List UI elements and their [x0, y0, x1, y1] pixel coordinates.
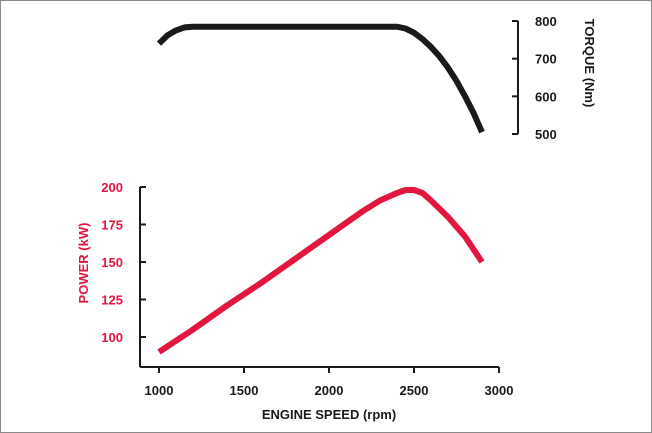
- power-y-tick-label: 150: [101, 255, 123, 270]
- torque-y-tick-label: 500: [535, 127, 557, 142]
- torque-series-line: [156, 23, 485, 134]
- power-axis-title: POWER (kW): [76, 223, 91, 304]
- torque-y-tick-label: 800: [535, 14, 557, 29]
- x-tick-label: 2000: [315, 383, 344, 398]
- x-tick-label: 1500: [230, 383, 259, 398]
- power-y-tick-label: 175: [101, 218, 123, 233]
- power-y-tick-label: 200: [101, 180, 123, 195]
- torque-y-tick-label: 600: [535, 89, 557, 104]
- power-y-tick-label: 125: [101, 293, 123, 308]
- power-series-line: [157, 187, 485, 355]
- torque-axis-title: TORQUE (Nm): [582, 19, 597, 108]
- x-tick-label: 1000: [145, 383, 174, 398]
- power-y-tick-label: 100: [101, 330, 123, 345]
- torque-y-tick-label: 700: [535, 52, 557, 67]
- x-tick-label: 3000: [485, 383, 514, 398]
- x-tick-label: 2500: [400, 383, 429, 398]
- x-axis-title: ENGINE SPEED (rpm): [262, 407, 396, 422]
